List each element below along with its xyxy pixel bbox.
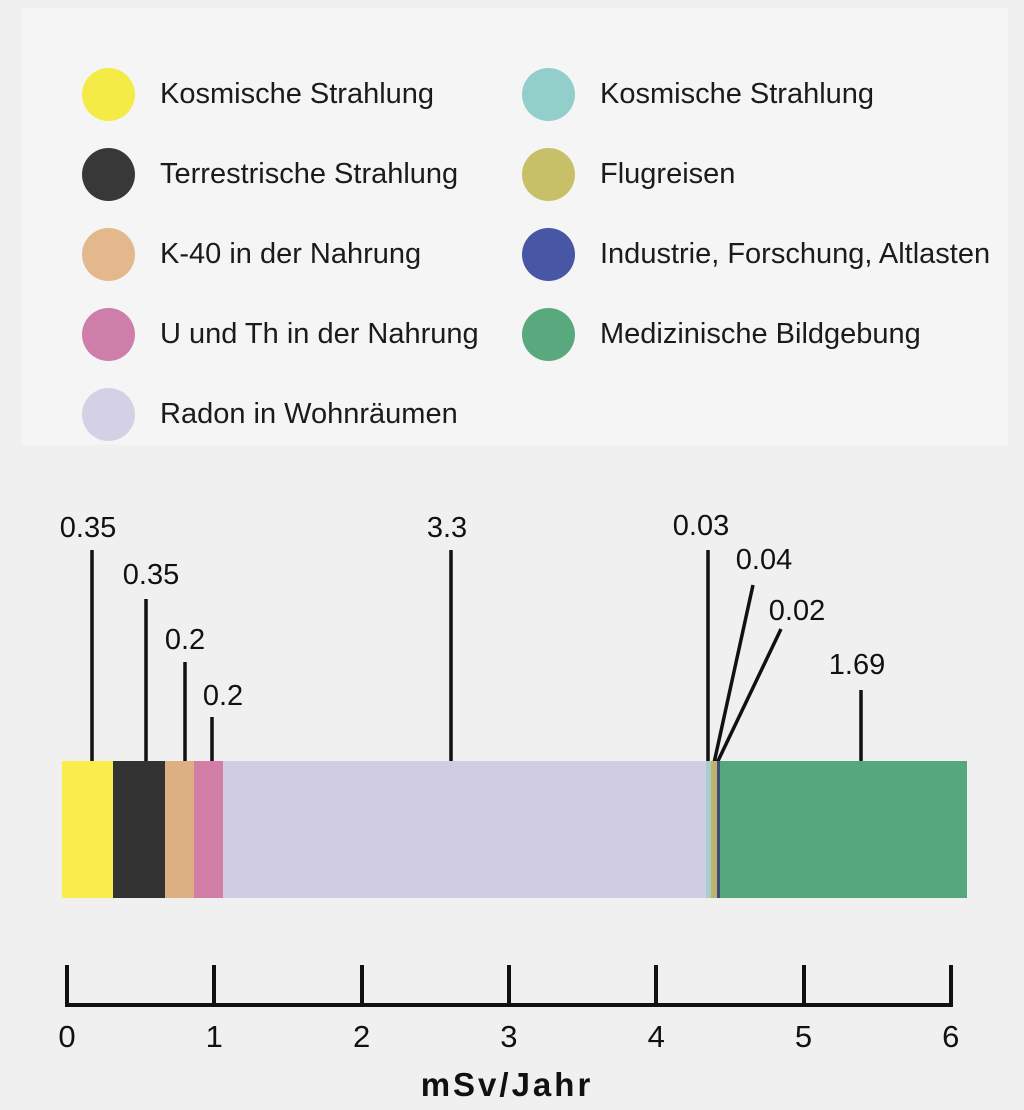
x-axis-tick-label: 4 — [647, 1019, 665, 1054]
x-axis-tick-label: 0 — [58, 1019, 76, 1054]
x-axis-tick — [65, 965, 69, 1007]
x-axis-tick — [654, 965, 659, 1007]
legend-column-left: Kosmische Strahlung Terrestrische Strahlu… — [82, 68, 479, 468]
segment-value-label: 1.69 — [828, 649, 886, 681]
circle-swatch-icon — [82, 388, 135, 441]
legend-label: K-40 in der Nahrung — [160, 238, 422, 270]
circle-swatch-icon — [522, 308, 575, 361]
legend-label: Industrie, Forschung, Altlasten — [600, 238, 991, 270]
segment-value-label: 0.03 — [672, 510, 730, 542]
x-axis-tick — [506, 965, 511, 1007]
segment-value-label: 0.35 — [122, 559, 180, 591]
circle-swatch-icon — [82, 68, 135, 121]
x-axis-tick-label: 5 — [794, 1019, 813, 1054]
x-axis-tick-label: 3 — [500, 1019, 518, 1054]
x-axis-tick — [948, 965, 953, 1007]
legend-item: Medizinische Bildgebung — [522, 308, 990, 361]
bar-segment — [716, 761, 720, 898]
legend-label: Kosmische Strahlung — [600, 78, 875, 110]
bar-segment — [223, 761, 707, 898]
legend-item: K-40 in der Nahrung — [82, 228, 479, 281]
circle-swatch-icon — [82, 148, 135, 201]
x-axis-tick — [212, 965, 217, 1007]
bar-segment — [193, 761, 224, 898]
bar-segment — [164, 761, 194, 898]
bar-segment — [710, 761, 717, 898]
segment-value-label: 0.2 — [202, 680, 244, 712]
x-axis-tick-label: 6 — [942, 1019, 960, 1054]
segment-value-label: 0.35 — [59, 512, 117, 544]
segment-value-label: 0.02 — [768, 595, 826, 627]
x-axis-title: mSv/Jahr — [420, 1066, 594, 1103]
segment-value-label: 3.3 — [426, 512, 468, 544]
x-axis-tick-label: 1 — [205, 1019, 223, 1054]
bar-segment — [719, 761, 968, 898]
callout-line — [712, 584, 755, 764]
legend-item: Terrestrische Strahlung — [82, 148, 479, 201]
legend-column-right: Kosmische Strahlung Flugreisen Industrie, … — [522, 68, 990, 388]
segment-value-label: 0.04 — [735, 544, 793, 576]
circle-swatch-icon — [82, 228, 135, 281]
legend-label: Kosmische Strahlung — [160, 78, 435, 110]
legend-panel: Kosmische Strahlung Terrestrische Strahlu… — [22, 8, 1008, 445]
x-axis-tick — [359, 965, 364, 1007]
x-axis-tick — [801, 965, 806, 1007]
bar-segment — [706, 761, 711, 898]
legend-label: U und Th in der Nahrung — [160, 318, 479, 350]
bar-segment — [113, 761, 165, 898]
circle-swatch-icon — [522, 148, 575, 201]
bar-segment — [62, 761, 114, 898]
segment-value-label: 0.2 — [164, 624, 206, 656]
callout-line — [715, 628, 783, 764]
circle-swatch-icon — [522, 68, 575, 121]
circle-swatch-icon — [82, 308, 135, 361]
circle-swatch-icon — [522, 228, 575, 281]
legend-item: U und Th in der Nahrung — [82, 308, 479, 361]
legend-label: Flugreisen — [600, 158, 736, 190]
legend-item: Kosmische Strahlung — [522, 68, 990, 121]
legend-item: Industrie, Forschung, Altlasten — [522, 228, 990, 281]
legend-label: Terrestrische Strahlung — [160, 158, 459, 190]
legend-label: Medizinische Bildgebung — [600, 318, 921, 350]
legend-item: Flugreisen — [522, 148, 990, 201]
stacked-bar — [62, 761, 968, 898]
legend-item: Kosmische Strahlung — [82, 68, 479, 121]
legend-item: Radon in Wohnräumen — [82, 388, 479, 441]
x-axis-tick-label: 2 — [352, 1019, 371, 1054]
legend-label: Radon in Wohnräumen — [160, 398, 458, 430]
